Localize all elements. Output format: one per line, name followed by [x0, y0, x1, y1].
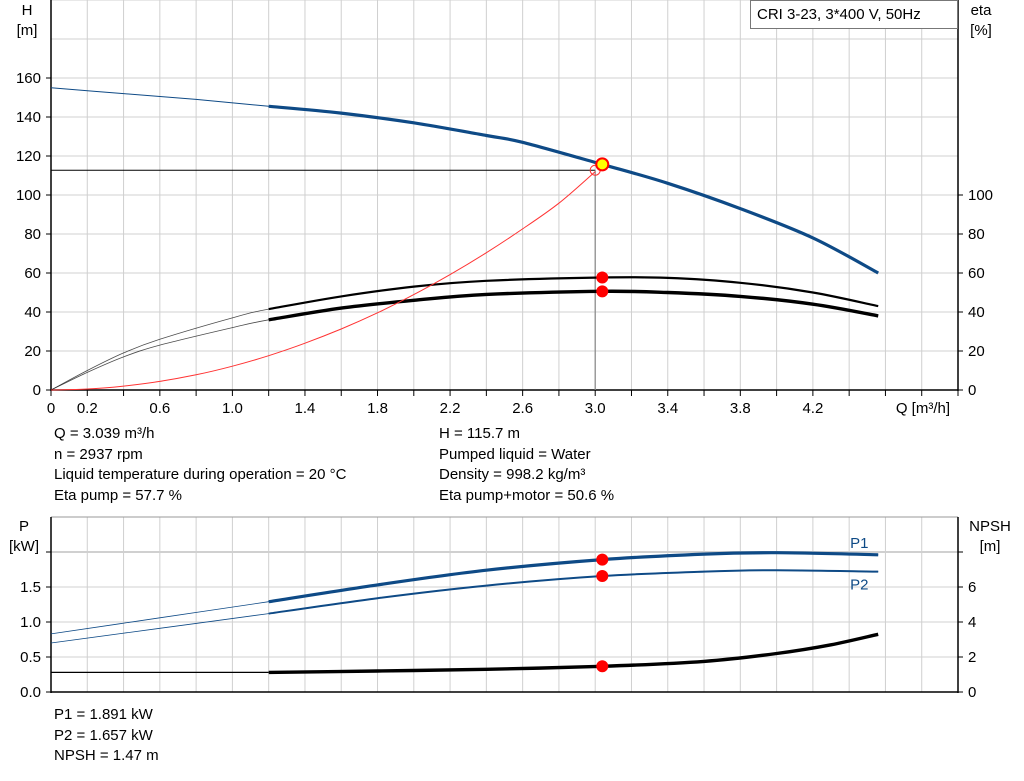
y-right-axis-title: eta: [971, 2, 993, 19]
y-left-tick-label: 0: [33, 382, 41, 399]
info-liquid: Pumped liquid = Water: [439, 445, 591, 463]
x-tick-label: 0.2: [77, 400, 98, 417]
y-left-tick-label: 40: [24, 304, 41, 321]
y-left-tick-label: 160: [16, 70, 41, 87]
info-right: H = 115.7 m Pumped liquid = Water Densit…: [439, 424, 614, 506]
x-tick-label: 3.4: [657, 400, 678, 417]
p-tick-label: 1.5: [20, 579, 41, 596]
x-tick-label: 1.0: [222, 400, 243, 417]
x-tick-label: 1.4: [295, 400, 316, 417]
p-tick-label: 0.5: [20, 649, 41, 666]
eta-point-marker: [596, 271, 609, 284]
p-axis-unit: [kW]: [9, 538, 39, 555]
npsh-axis-title: NPSH: [969, 518, 1011, 535]
info-density: Density = 998.2 kg/m³: [439, 466, 586, 483]
eta-point-marker: [596, 285, 609, 298]
curve-eta_pump_motor: [268, 289, 879, 322]
x-tick-label: 0.6: [149, 400, 170, 417]
duty-point-marker: [595, 157, 610, 172]
x-axis-title: Q [m³/h]: [896, 400, 950, 417]
legend-label: CRI 3-23, 3*400 V, 50Hz: [757, 6, 921, 23]
y-right-tick-label: 100: [968, 187, 993, 204]
curve-P2: [268, 569, 879, 615]
npsh-axis-unit: [m]: [980, 538, 1001, 555]
y-right-tick-label: 80: [968, 226, 985, 243]
p-axis-title: P: [19, 518, 29, 535]
p-tick-label: 0.0: [20, 684, 41, 701]
y-left-tick-label: 100: [16, 187, 41, 204]
p-tick-label: 1.0: [20, 614, 41, 631]
info-p2: P2 = 1.657 kW: [54, 726, 153, 744]
x-tick-label: 0: [47, 400, 55, 417]
y-left-tick-label: 80: [24, 226, 41, 243]
y-right-tick-label: 0: [968, 382, 976, 399]
x-tick-label: 2.6: [512, 400, 533, 417]
series-label-P2: P2: [850, 577, 868, 594]
y-right-tick-label: 60: [968, 265, 985, 282]
npsh-tick-label: 4: [968, 614, 976, 631]
y-right-tick-label: 40: [968, 304, 985, 321]
info-eta-pump-motor: Eta pump+motor = 50.6 %: [439, 486, 615, 504]
y-left-tick-label: 140: [16, 109, 41, 126]
npsh-tick-label: 2: [968, 649, 976, 666]
curve-NPSH: [268, 632, 879, 675]
x-tick-label: 4.2: [802, 400, 823, 417]
info-flow: Q = 3.039 m³/h: [54, 425, 155, 442]
x-tick-label: 3.8: [730, 400, 751, 417]
info-head: H = 115.7 m: [439, 425, 521, 442]
info-p1: P1 = 1.891 kW: [54, 706, 153, 723]
point-marker-P2: [596, 570, 609, 583]
curve-H-extended: [50, 87, 879, 274]
y-left-tick-label: 20: [24, 343, 41, 360]
y-left-axis-title: H: [22, 2, 33, 19]
curve-P2-extended: [50, 569, 879, 644]
series-label-P1: P1: [850, 535, 868, 552]
curve-eta_pump_motor-extended: [50, 290, 879, 391]
info-eta-pump: Eta pump = 57.7 %: [54, 486, 182, 504]
legend-box: [750, 0, 958, 29]
npsh-tick-label: 6: [968, 579, 976, 596]
x-tick-label: 3.0: [585, 400, 606, 417]
x-tick-label: 2.2: [440, 400, 461, 417]
curve-H: [268, 104, 879, 275]
info-bottom: P1 = 1.891 kW P2 = 1.657 kW NPSH = 1.47 …: [54, 705, 159, 767]
point-marker-NPSH: [596, 660, 609, 673]
y-right-axis-unit: [%]: [970, 22, 992, 39]
info-temperature: Liquid temperature during operation = 20…: [54, 466, 347, 483]
npsh-tick-label: 0: [968, 684, 976, 701]
curve-system_curve: [50, 171, 596, 391]
x-tick-label: 1.8: [367, 400, 388, 417]
info-left: Q = 3.039 m³/h n = 2937 rpm Liquid tempe…: [54, 424, 346, 506]
y-left-axis-unit: [m]: [17, 22, 38, 39]
y-left-tick-label: 120: [16, 148, 41, 165]
point-marker-P1: [596, 553, 609, 566]
info-speed: n = 2937 rpm: [54, 445, 143, 463]
info-npsh: NPSH = 1.47 m: [54, 747, 159, 764]
y-left-tick-label: 60: [24, 265, 41, 282]
y-right-tick-label: 20: [968, 343, 985, 360]
